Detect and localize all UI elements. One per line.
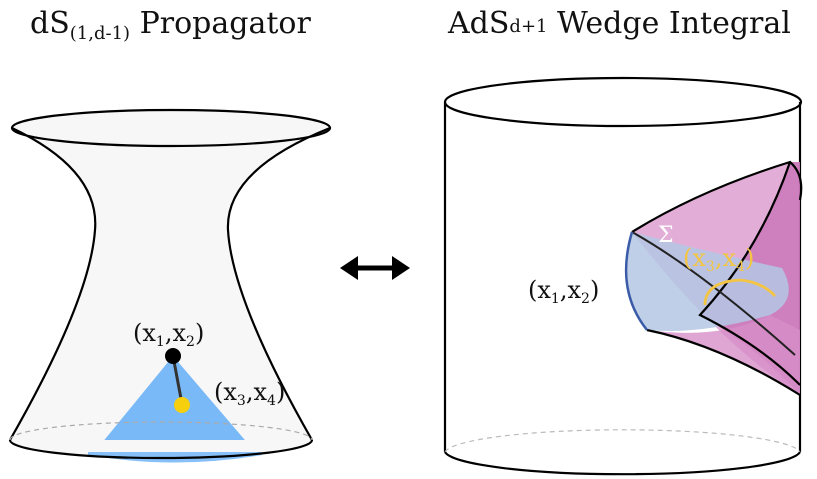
wedge-right-edge: [698, 161, 801, 386]
cylinder-bottom-rim-front: [444, 451, 801, 476]
title-ads-main: AdS: [448, 6, 510, 41]
label-x3-x4: (x3,x4): [214, 378, 285, 409]
hyperboloid-left-wall: [9, 127, 97, 441]
title-ads-wedge-integral: AdSd+1 Wedge Integral: [448, 6, 791, 41]
label-x1-x2-ads: (x1,x2): [528, 276, 599, 307]
title-ads-rest: Wedge Integral: [547, 6, 791, 41]
ds-hyperboloid: [8, 108, 332, 463]
title-ds-sub: (1,d-1): [69, 23, 131, 44]
yellow-curve: [703, 278, 777, 306]
hyperboloid-surface: [10, 110, 330, 458]
title-ds-rest: Propagator: [130, 6, 311, 41]
wedge-upper-edge: [631, 160, 803, 233]
point-x3-x4: [174, 397, 190, 413]
hyperboloid-right-wall: [226, 126, 331, 441]
cylinder-bottom-rim-back: [444, 429, 801, 453]
hyperboloid-bottom-rim-front: [8, 439, 314, 460]
boundary-rim-blue: [624, 231, 648, 331]
entanglement-wedge: [624, 160, 803, 396]
sigma-surface: [627, 232, 789, 331]
title-ds-main: dS: [30, 6, 70, 41]
point-x1-x2: [165, 348, 181, 364]
wedge-lower-edge: [646, 328, 801, 396]
title-ds-propagator: dS(1,d-1) Propagator: [30, 6, 311, 44]
label-sigma: Σ: [658, 223, 674, 248]
title-ads-sub: d+1: [509, 16, 548, 37]
ads-cylinder: [443, 76, 803, 476]
wedge-front-surface: [647, 315, 800, 395]
double-arrow-icon: [340, 256, 410, 280]
sigma-diagonal: [631, 231, 796, 356]
hyperboloid-bottom-rim-back: [9, 421, 313, 441]
propagator-line: [171, 355, 184, 405]
